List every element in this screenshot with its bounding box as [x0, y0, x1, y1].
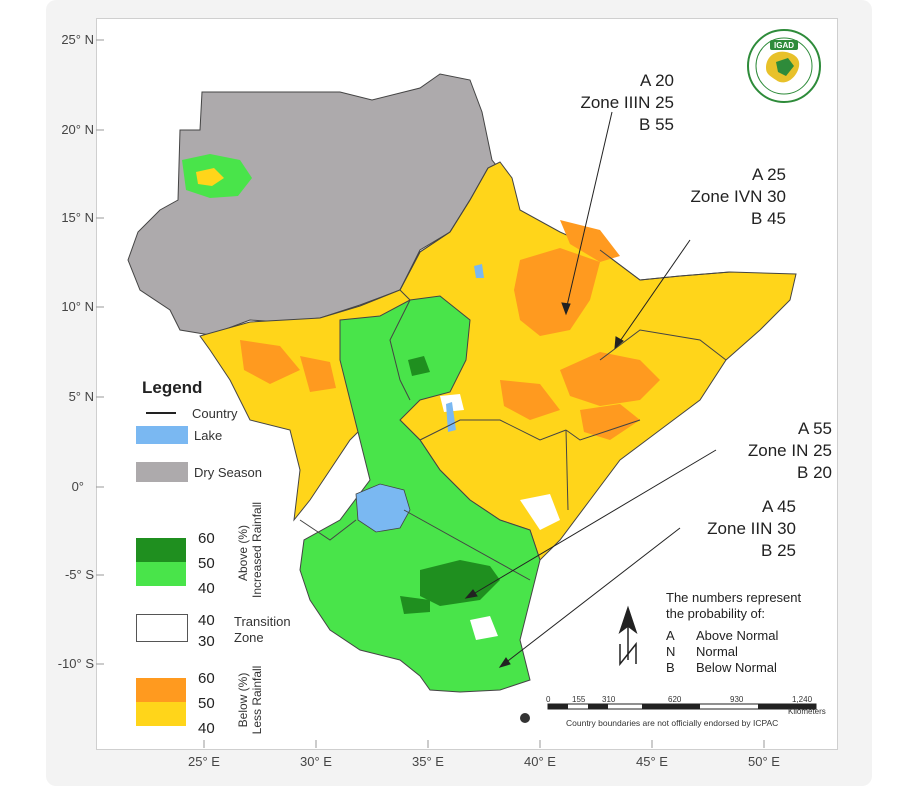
- scale-tick: 155: [572, 695, 586, 704]
- transition-swatch: [136, 614, 188, 642]
- lon-label: 35° E: [412, 754, 444, 769]
- scale-tick: 0: [546, 695, 551, 704]
- zone-i-label: A 55 Zone IN 25 B 20: [747, 419, 832, 482]
- scale-bar: [547, 703, 817, 710]
- igad-logo-icon: IGAD: [747, 29, 821, 103]
- lon-label: 30° E: [300, 754, 332, 769]
- lat-label: 10° N: [61, 299, 94, 314]
- country-line-swatch: [146, 412, 176, 414]
- below-value: 50: [198, 695, 215, 712]
- north-arrow-icon: [618, 605, 638, 667]
- dry-season-swatch: [136, 462, 188, 482]
- lake-victoria: [355, 483, 411, 533]
- lat-label: -10° S: [57, 656, 94, 671]
- lat-label: 5° N: [68, 389, 94, 404]
- above-value: 60: [198, 530, 215, 547]
- below-label: Below (%) Less Rainfall: [236, 665, 264, 735]
- probability-note: The numbers represent the probability of…: [666, 590, 802, 675]
- scale-tick: 930: [730, 695, 744, 704]
- north-arrow-small-icon: [520, 713, 530, 723]
- zone-pointers: [464, 111, 717, 668]
- above-low-swatch: [136, 562, 186, 586]
- legend-lake: Lake: [194, 428, 223, 443]
- above-value: 50: [198, 555, 215, 572]
- transition-value: 40: [198, 612, 215, 629]
- svg-text:IGAD: IGAD: [774, 41, 794, 50]
- disclaimer: Country boundaries are not officially en…: [566, 718, 779, 728]
- legend-title: Legend: [142, 378, 203, 397]
- legend-dry-season: Dry Season: [194, 465, 262, 480]
- below-value: 40: [198, 720, 215, 737]
- orange-patches: [240, 220, 660, 440]
- lon-label: 40° E: [524, 754, 556, 769]
- transition-label-2: Zone: [234, 630, 264, 645]
- lon-label: 50° E: [748, 754, 780, 769]
- lake-swatch: [136, 426, 188, 444]
- lat-label: 25° N: [61, 32, 94, 47]
- scale-unit: Kilometers: [788, 707, 826, 716]
- country-borders: [299, 167, 731, 581]
- below-high-swatch: [136, 678, 186, 702]
- scale-tick: 1,240: [792, 695, 813, 704]
- transition-label-1: Transition: [234, 614, 291, 629]
- zone-iii-label: A 20 Zone IIIN 25 B 55: [580, 71, 674, 134]
- dark-green-patches: [400, 356, 500, 614]
- legend-country: Country: [192, 406, 238, 421]
- zone-ii-label: A 45 Zone IIN 30 B 25: [707, 497, 796, 560]
- above-label: Above (%) Increased Rainfall: [236, 501, 264, 598]
- scale-tick: 310: [602, 695, 616, 704]
- lat-label: 20° N: [61, 122, 94, 137]
- above-high-swatch: [136, 538, 186, 562]
- lat-label: -5° S: [64, 567, 94, 582]
- lat-label: 0°: [71, 479, 84, 494]
- transition-patches: [440, 394, 560, 640]
- scale-tick: 620: [668, 695, 682, 704]
- zone-iv-label: A 25 Zone IVN 30 B 45: [690, 165, 786, 228]
- lat-label: 15° N: [61, 210, 94, 225]
- below-value: 60: [198, 670, 215, 687]
- transition-value: 30: [198, 633, 215, 650]
- lon-label: 25° E: [188, 754, 220, 769]
- lon-label: 45° E: [636, 754, 668, 769]
- map-grid-ticks: [96, 39, 765, 748]
- above-value: 40: [198, 580, 215, 597]
- below-low-swatch: [136, 702, 186, 726]
